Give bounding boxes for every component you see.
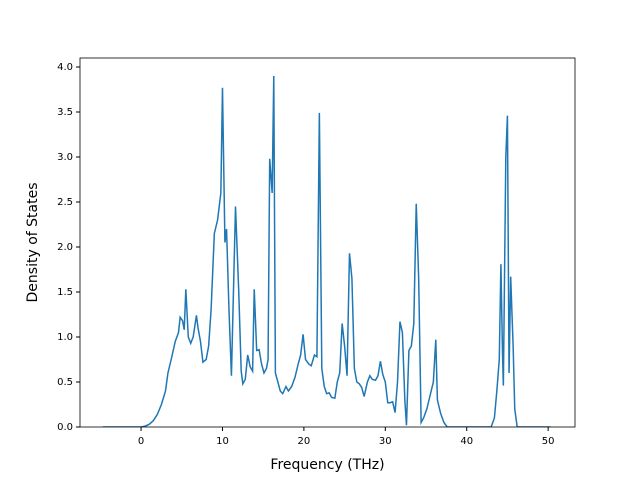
y-tick-label: 1.0 (57, 332, 73, 343)
axes-frame (79, 57, 576, 428)
x-tick-label: 20 (298, 436, 311, 447)
y-tick-label: 3.5 (57, 107, 73, 118)
x-tick-label: 30 (379, 436, 392, 447)
y-tick-label: 0.5 (57, 377, 73, 388)
line-series (102, 75, 551, 427)
y-tick-label: 3.0 (57, 152, 73, 163)
y-tick-label: 2.5 (57, 197, 73, 208)
y-tick-label: 0.0 (57, 422, 73, 433)
y-tick-label: 1.5 (57, 287, 73, 298)
x-tick-label: 10 (216, 436, 229, 447)
y-axis-label: Density of States (25, 183, 41, 303)
x-axis-label: Frequency (THz) (270, 457, 384, 473)
x-tick-label: 0 (138, 436, 144, 447)
y-tick-label: 2.0 (57, 242, 73, 253)
x-tick-label: 50 (542, 436, 555, 447)
y-tick-label: 4.0 (57, 62, 73, 73)
x-tick-label: 40 (460, 436, 473, 447)
